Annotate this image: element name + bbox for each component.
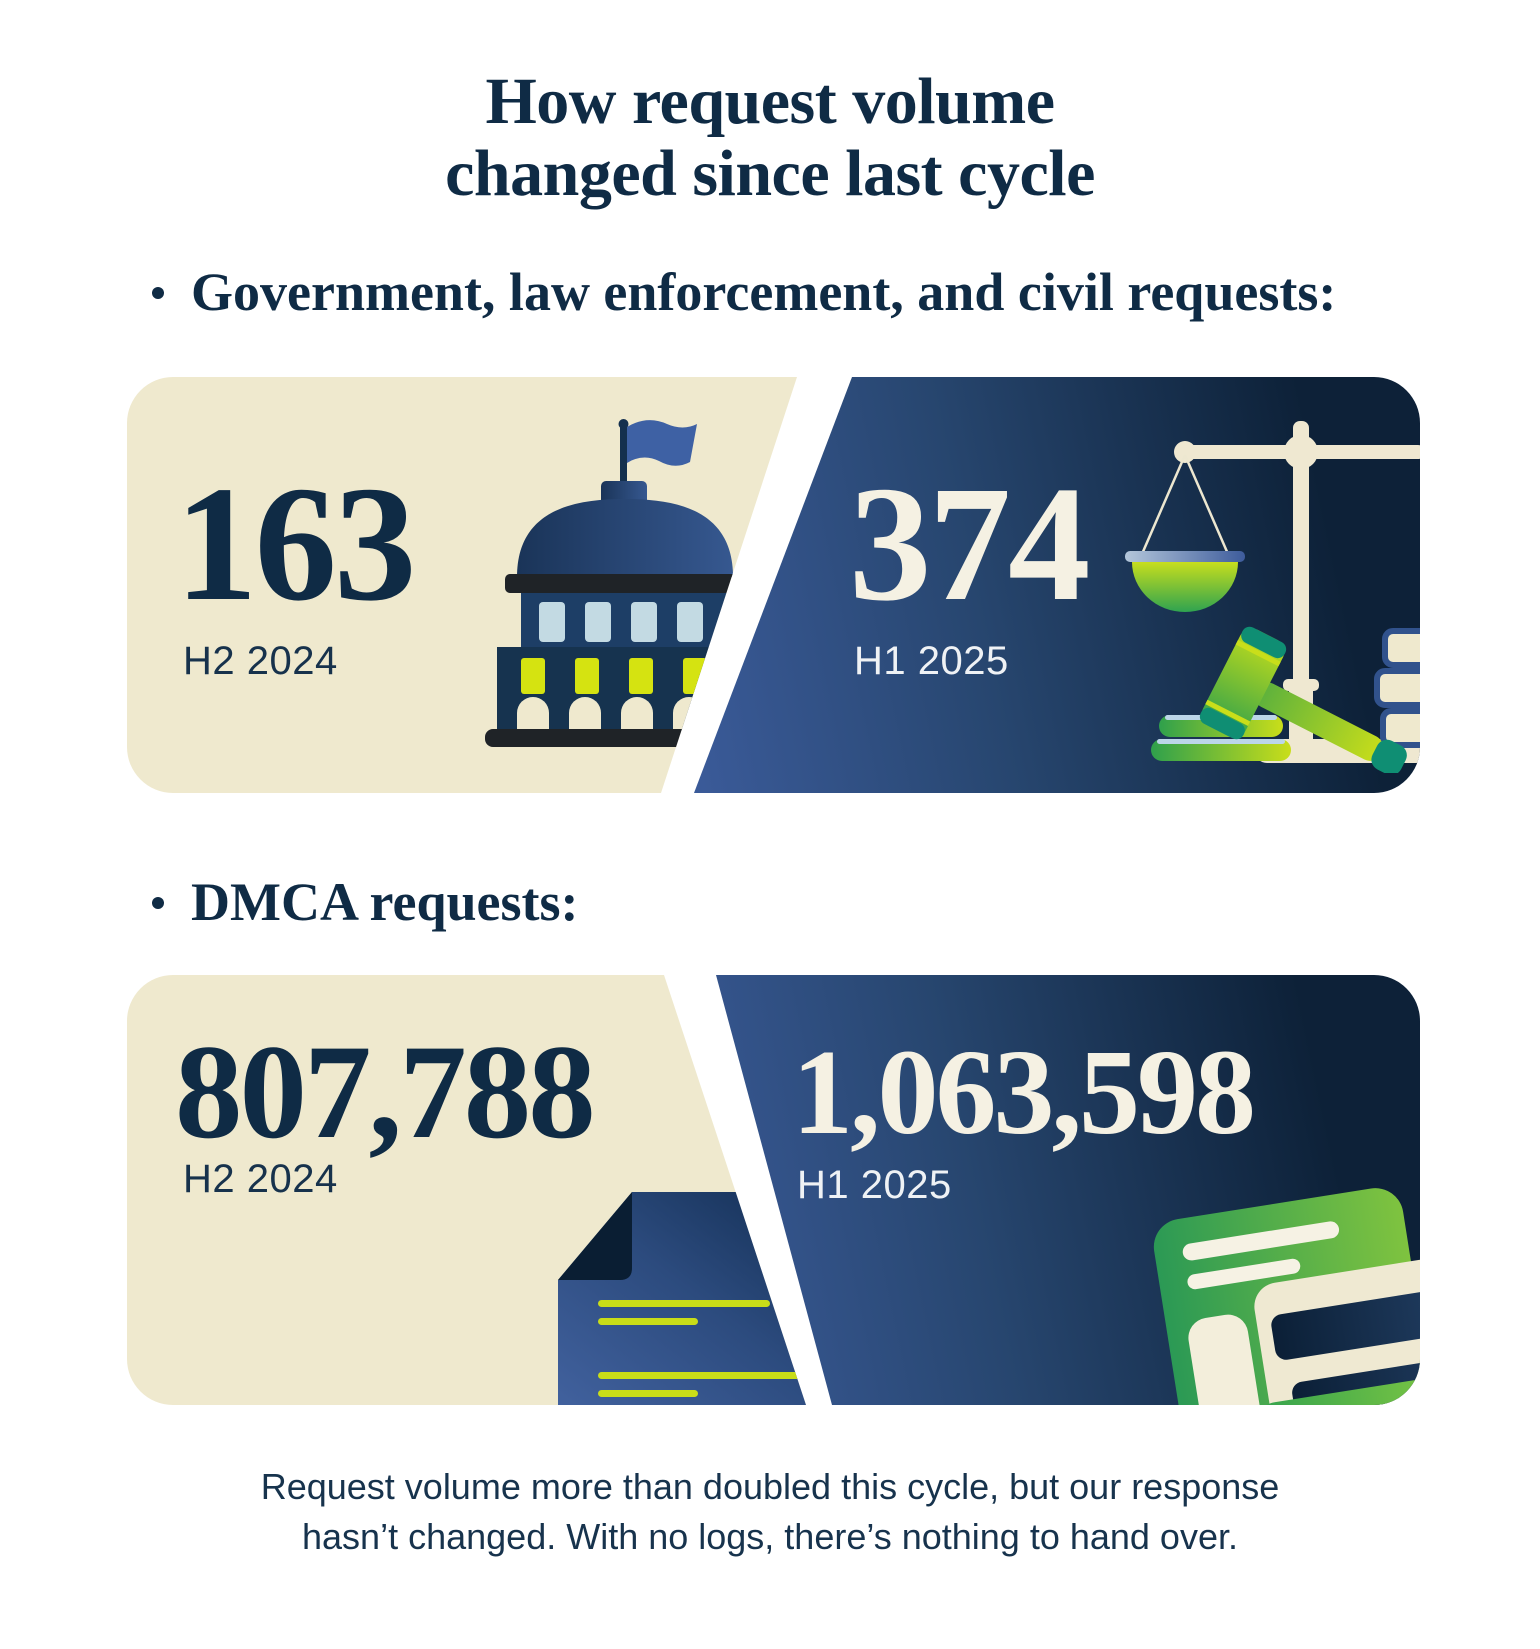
bullet-dot bbox=[152, 897, 164, 909]
stat-period: H1 2025 bbox=[797, 1163, 952, 1207]
section-heading-government: Government, law enforcement, and civil r… bbox=[152, 262, 1336, 322]
card-gov-h2-2024: 163 H2 2024 bbox=[127, 377, 797, 793]
section-heading-label: Government, law enforcement, and civil r… bbox=[191, 262, 1337, 322]
footer-line-2: hasn’t changed. With no logs, there’s no… bbox=[302, 1515, 1238, 1557]
stat-value: 163 bbox=[175, 452, 416, 635]
stat-value: 1,063,598 bbox=[792, 1025, 1256, 1160]
stat-period: H2 2024 bbox=[183, 639, 338, 683]
stat-period: H1 2025 bbox=[854, 639, 1009, 683]
title-line-1: How request volume bbox=[485, 65, 1055, 138]
section-heading-dmca: DMCA requests: bbox=[152, 872, 578, 932]
title-line-2: changed since last cycle bbox=[445, 136, 1095, 210]
stat-period: H2 2024 bbox=[183, 1157, 338, 1201]
bullet-dot bbox=[152, 287, 164, 299]
section-heading-label: DMCA requests: bbox=[191, 872, 579, 932]
stat-value: 374 bbox=[849, 452, 1090, 635]
card-dmca-h1-2025: 1,063,598 H1 2025 bbox=[716, 975, 1420, 1405]
footer-line-1: Request volume more than doubled this cy… bbox=[260, 1466, 1280, 1507]
government-cards-row: 163 H2 2024 bbox=[127, 377, 1420, 793]
card-gov-h1-2025: 374 H1 2025 bbox=[694, 377, 1420, 793]
books-stack-icon bbox=[1153, 1188, 1420, 1405]
justice-scales-gavel-icon bbox=[1125, 421, 1420, 773]
card-dmca-h2-2024: 807,788 H2 2024 bbox=[127, 975, 806, 1405]
capitol-building-icon bbox=[485, 419, 765, 747]
stat-value: 807,788 bbox=[175, 1018, 596, 1167]
page-title: How request volume changed since last cy… bbox=[0, 66, 1540, 210]
dmca-cards-row: 807,788 H2 2024 1,063,598 H1 2025 bbox=[127, 975, 1420, 1405]
footer-note: Request volume more than doubled this cy… bbox=[0, 1462, 1540, 1561]
